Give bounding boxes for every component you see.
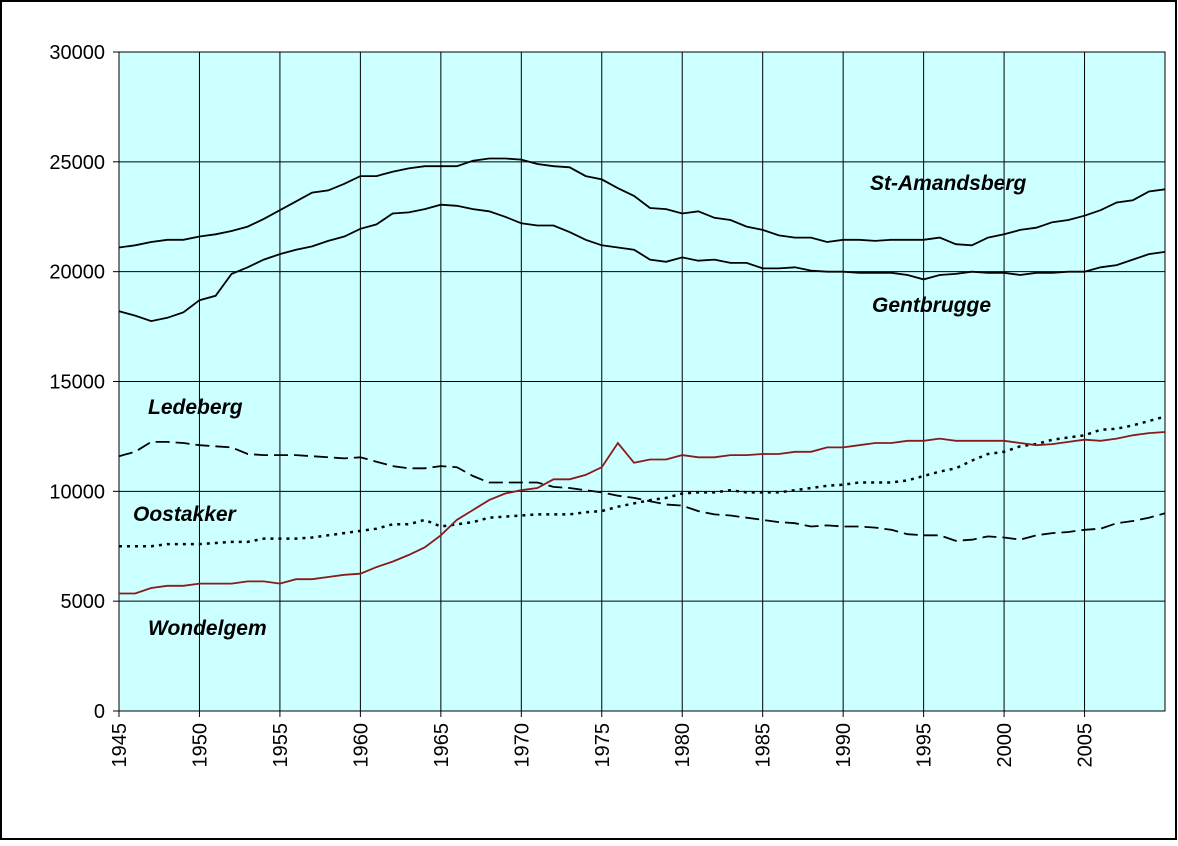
x-tick-label: 1980 bbox=[672, 723, 694, 768]
x-tick-label: 1955 bbox=[270, 723, 292, 768]
series-line bbox=[119, 415, 1166, 548]
x-tick-label: 1960 bbox=[350, 723, 372, 768]
x-tick-label: 1975 bbox=[592, 723, 614, 768]
x-tick-label: 1950 bbox=[189, 723, 211, 768]
y-tick-label: 5000 bbox=[61, 591, 106, 613]
y-tick-label: 25000 bbox=[49, 152, 105, 174]
y-tick-label: 0 bbox=[94, 701, 105, 723]
series-label: Wondelgem bbox=[148, 617, 267, 640]
series-label: Ledeberg bbox=[148, 396, 243, 419]
y-tick-label: 20000 bbox=[49, 262, 105, 284]
plot-frame bbox=[118, 51, 1166, 712]
x-tick-label: 2000 bbox=[994, 723, 1016, 768]
x-tick-label: 1990 bbox=[833, 723, 855, 768]
y-tick-label: 30000 bbox=[49, 42, 105, 64]
x-tick-label: 1945 bbox=[109, 723, 131, 768]
y-tick-label: 15000 bbox=[49, 372, 105, 394]
series-line bbox=[118, 203, 1166, 323]
x-tick-label: 1965 bbox=[431, 723, 453, 768]
series-line bbox=[118, 157, 1166, 249]
series-label: St-Amandsberg bbox=[870, 172, 1027, 195]
y-tick-label: 10000 bbox=[49, 481, 105, 503]
x-tick-label: 1970 bbox=[511, 723, 533, 768]
x-tick-label: 2005 bbox=[1075, 723, 1097, 768]
series-line bbox=[118, 441, 1166, 542]
series-label: Gentbrugge bbox=[872, 294, 991, 317]
series-label: Oostakker bbox=[133, 503, 238, 526]
x-tick-label: 1985 bbox=[753, 723, 775, 768]
x-tick-label: 1995 bbox=[914, 723, 936, 768]
series-line bbox=[119, 431, 1166, 595]
